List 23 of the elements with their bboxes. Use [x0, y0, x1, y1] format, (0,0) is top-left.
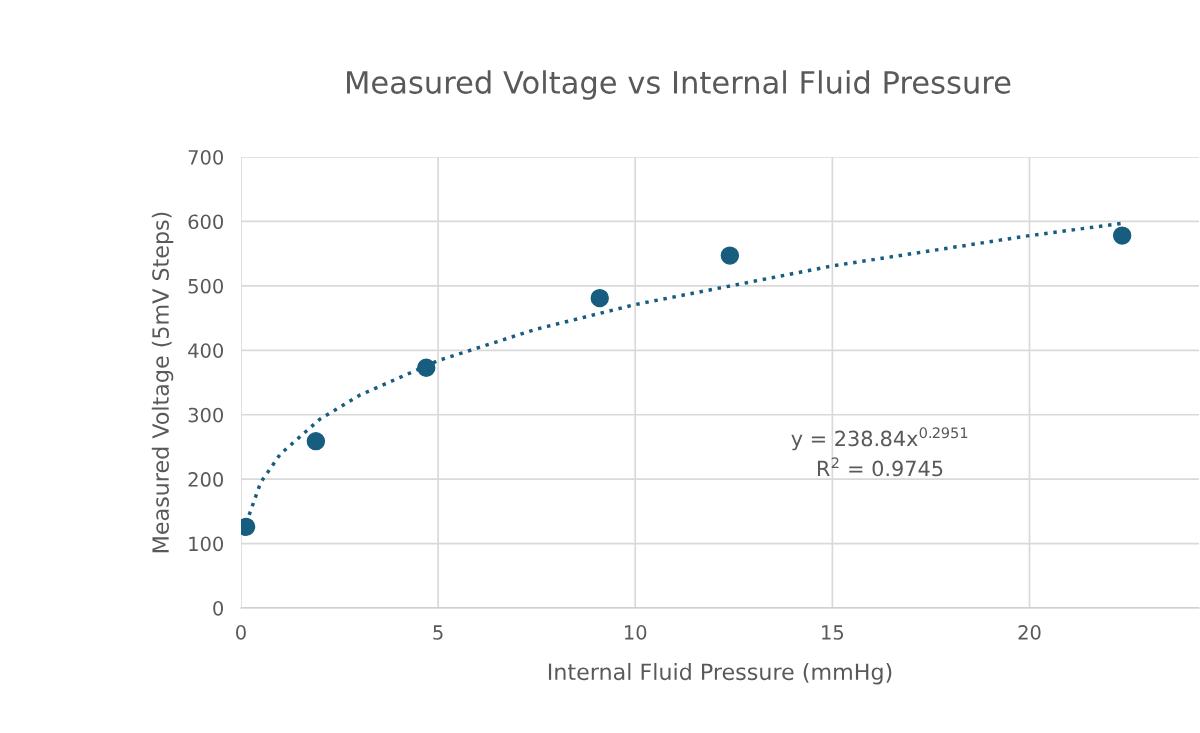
- x-tick-label: 0: [236, 625, 246, 640]
- chart-title: Measured Voltage vs Internal Fluid Pressure: [347, 70, 1011, 100]
- y-tick-label: 200: [188, 472, 223, 487]
- y-tick-label: 300: [188, 407, 223, 423]
- x-tick-label: 5: [433, 625, 443, 640]
- y-tick-label: 600: [188, 214, 223, 230]
- point: [306, 431, 326, 451]
- point: [720, 246, 740, 265]
- x-tick-label: 10: [625, 625, 647, 640]
- point: [1112, 226, 1132, 245]
- point: [590, 288, 609, 308]
- y-tick-label: 500: [188, 278, 223, 294]
- x-tick-label: 15: [822, 625, 844, 640]
- x-axis-title: Internal Fluid Pressure (mmHg): [548, 662, 892, 685]
- y-tick-label: 0: [213, 600, 223, 616]
- y-tick-label: 100: [189, 536, 223, 552]
- y-axis-title: Measured Voltage (5mV Steps): [151, 212, 174, 553]
- x-tick-label: 20: [1018, 625, 1041, 640]
- annotation: R$^{2}$ = 0.9745: [817, 457, 943, 477]
- y-tick-label: 400: [188, 343, 223, 358]
- annotation: y = 238.84x$^{0.2951}$: [791, 427, 968, 451]
- point: [417, 358, 436, 377]
- y-tick-label: 700: [188, 149, 223, 165]
